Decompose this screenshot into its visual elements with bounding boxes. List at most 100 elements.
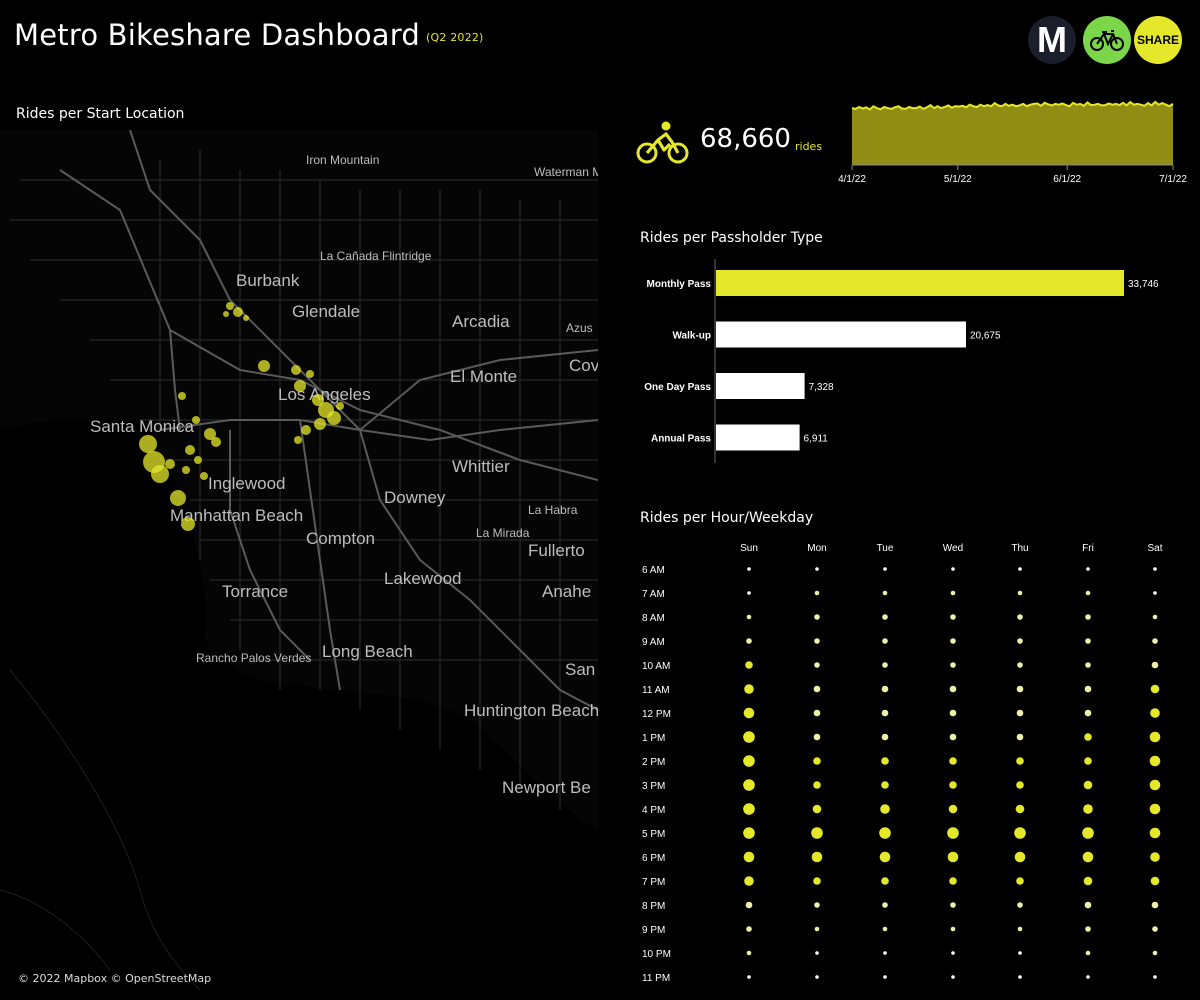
hour-weekday-dot[interactable] — [813, 877, 821, 885]
hour-weekday-dot[interactable] — [1017, 638, 1023, 644]
hour-weekday-dot[interactable] — [746, 950, 752, 956]
hour-weekday-dot[interactable] — [1017, 902, 1023, 908]
bar[interactable] — [716, 270, 1124, 296]
hour-weekday-dot[interactable] — [1015, 804, 1025, 814]
hour-weekday-dot[interactable] — [949, 685, 957, 693]
hour-weekday-dot[interactable] — [883, 951, 887, 955]
hour-weekday-dot[interactable] — [743, 707, 755, 719]
bar[interactable] — [716, 373, 805, 399]
bar[interactable] — [716, 321, 966, 348]
hour-weekday-dot[interactable] — [743, 755, 755, 767]
hour-weekday-dot[interactable] — [882, 926, 888, 932]
hour-weekday-dot[interactable] — [881, 709, 889, 717]
metro-logo[interactable]: M — [1028, 16, 1076, 64]
hour-weekday-dot[interactable] — [1086, 567, 1090, 571]
hour-weekday-dot[interactable] — [1014, 827, 1026, 839]
hour-weekday-dot[interactable] — [882, 662, 888, 668]
hour-weekday-dot[interactable] — [1153, 591, 1157, 595]
hour-weekday-dot[interactable] — [815, 951, 819, 955]
hour-weekday-dot[interactable] — [1017, 662, 1023, 668]
hour-weekday-dot[interactable] — [949, 709, 957, 717]
hour-weekday-dot[interactable] — [813, 709, 821, 717]
hour-weekday-dot[interactable] — [747, 567, 751, 571]
hour-weekday-dot[interactable] — [882, 902, 888, 908]
map-credit[interactable]: © 2022 Mapbox © OpenStreetMap — [18, 972, 212, 985]
hour-weekday-dot[interactable] — [879, 827, 891, 839]
hour-weekday-dot[interactable] — [1016, 733, 1024, 741]
rides-map[interactable]: Iron Mountain Waterman Mountain La Cañad… — [0, 130, 598, 990]
hour-weekday-dot[interactable] — [747, 975, 751, 979]
hour-weekday-dot[interactable] — [949, 781, 957, 789]
hour-weekday-dot[interactable] — [1083, 876, 1093, 886]
hour-weekday-dot[interactable] — [813, 781, 821, 789]
hour-weekday-dot[interactable] — [1017, 614, 1023, 620]
hour-weekday-dot[interactable] — [950, 902, 956, 908]
hour-weekday-dot[interactable] — [879, 851, 891, 863]
hour-weekday-dot[interactable] — [1149, 827, 1161, 839]
hour-weekday-dot[interactable] — [950, 926, 956, 932]
hour-weekday-dot[interactable] — [1083, 804, 1093, 814]
hour-weekday-dot[interactable] — [1153, 567, 1157, 571]
hour-weekday-dot[interactable] — [1085, 590, 1091, 596]
hour-weekday-dot-matrix[interactable]: Sun Mon Tue Wed Thu Fri Sat 6 AM 7 AM 8 AM 9 AM 10 … — [600, 535, 1180, 995]
hour-weekday-dot[interactable] — [1150, 708, 1160, 718]
passholder-bar-chart[interactable]: Monthly Pass 33,746 Walk-up 20,675 One Day P… — [600, 255, 1180, 475]
hour-weekday-dot[interactable] — [746, 614, 752, 620]
hour-weekday-dot[interactable] — [951, 567, 955, 571]
hour-weekday-dot[interactable] — [814, 638, 820, 644]
hour-weekday-dot[interactable] — [744, 876, 754, 886]
hour-weekday-dot[interactable] — [950, 614, 956, 620]
hour-weekday-dot[interactable] — [743, 803, 755, 815]
hour-weekday-dot[interactable] — [1149, 803, 1161, 815]
hour-weekday-dot[interactable] — [813, 757, 821, 765]
hour-weekday-dot[interactable] — [1016, 757, 1024, 765]
hour-weekday-dot[interactable] — [949, 757, 957, 765]
hour-weekday-dot[interactable] — [1085, 614, 1091, 620]
hour-weekday-dot[interactable] — [1016, 709, 1024, 717]
hour-weekday-dot[interactable] — [883, 567, 887, 571]
hour-weekday-dot[interactable] — [1018, 567, 1022, 571]
hour-weekday-dot[interactable] — [1017, 926, 1023, 932]
hour-weekday-dot[interactable] — [1085, 950, 1091, 956]
hour-weekday-dot[interactable] — [814, 926, 820, 932]
hour-weekday-dot[interactable] — [951, 951, 955, 955]
hour-weekday-dot[interactable] — [1082, 827, 1094, 839]
hour-weekday-dot[interactable] — [744, 684, 754, 694]
hour-weekday-dot[interactable] — [745, 661, 753, 669]
hour-weekday-dot[interactable] — [1149, 755, 1161, 767]
hour-weekday-dot[interactable] — [743, 731, 755, 743]
hour-weekday-dot[interactable] — [948, 804, 958, 814]
hour-weekday-dot[interactable] — [949, 733, 957, 741]
hour-weekday-dot[interactable] — [1152, 638, 1158, 644]
hour-weekday-dot[interactable] — [880, 804, 890, 814]
hour-weekday-dot[interactable] — [882, 590, 888, 596]
hour-weekday-dot[interactable] — [746, 638, 752, 644]
hour-weekday-dot[interactable] — [947, 851, 959, 863]
hour-weekday-dot[interactable] — [814, 590, 820, 596]
hour-weekday-dot[interactable] — [1085, 662, 1091, 668]
hour-weekday-dot[interactable] — [1150, 876, 1160, 886]
hour-weekday-dot[interactable] — [1150, 684, 1160, 694]
hour-weekday-dot[interactable] — [1084, 685, 1092, 693]
hour-weekday-dot[interactable] — [1016, 877, 1024, 885]
hour-weekday-dot[interactable] — [1084, 757, 1092, 765]
hour-weekday-dot[interactable] — [811, 851, 823, 863]
hour-weekday-dot[interactable] — [881, 781, 889, 789]
hour-weekday-dot[interactable] — [1084, 901, 1092, 909]
hour-weekday-dot[interactable] — [814, 902, 820, 908]
hour-weekday-dot[interactable] — [813, 733, 821, 741]
hour-weekday-dot[interactable] — [745, 901, 753, 909]
hour-weekday-dot[interactable] — [815, 975, 819, 979]
hour-weekday-dot[interactable] — [1151, 661, 1159, 669]
hour-weekday-dot[interactable] — [950, 590, 956, 596]
hour-weekday-dot[interactable] — [743, 827, 755, 839]
hour-weekday-dot[interactable] — [1084, 709, 1092, 717]
hour-weekday-dot[interactable] — [951, 975, 955, 979]
hour-weekday-dot[interactable] — [746, 926, 752, 932]
hour-weekday-dot[interactable] — [1086, 975, 1090, 979]
hour-weekday-dot[interactable] — [1153, 975, 1157, 979]
hour-weekday-dot[interactable] — [1018, 975, 1022, 979]
hour-weekday-dot[interactable] — [1149, 779, 1161, 791]
hour-weekday-dot[interactable] — [812, 804, 822, 814]
hour-weekday-dot[interactable] — [814, 614, 820, 620]
